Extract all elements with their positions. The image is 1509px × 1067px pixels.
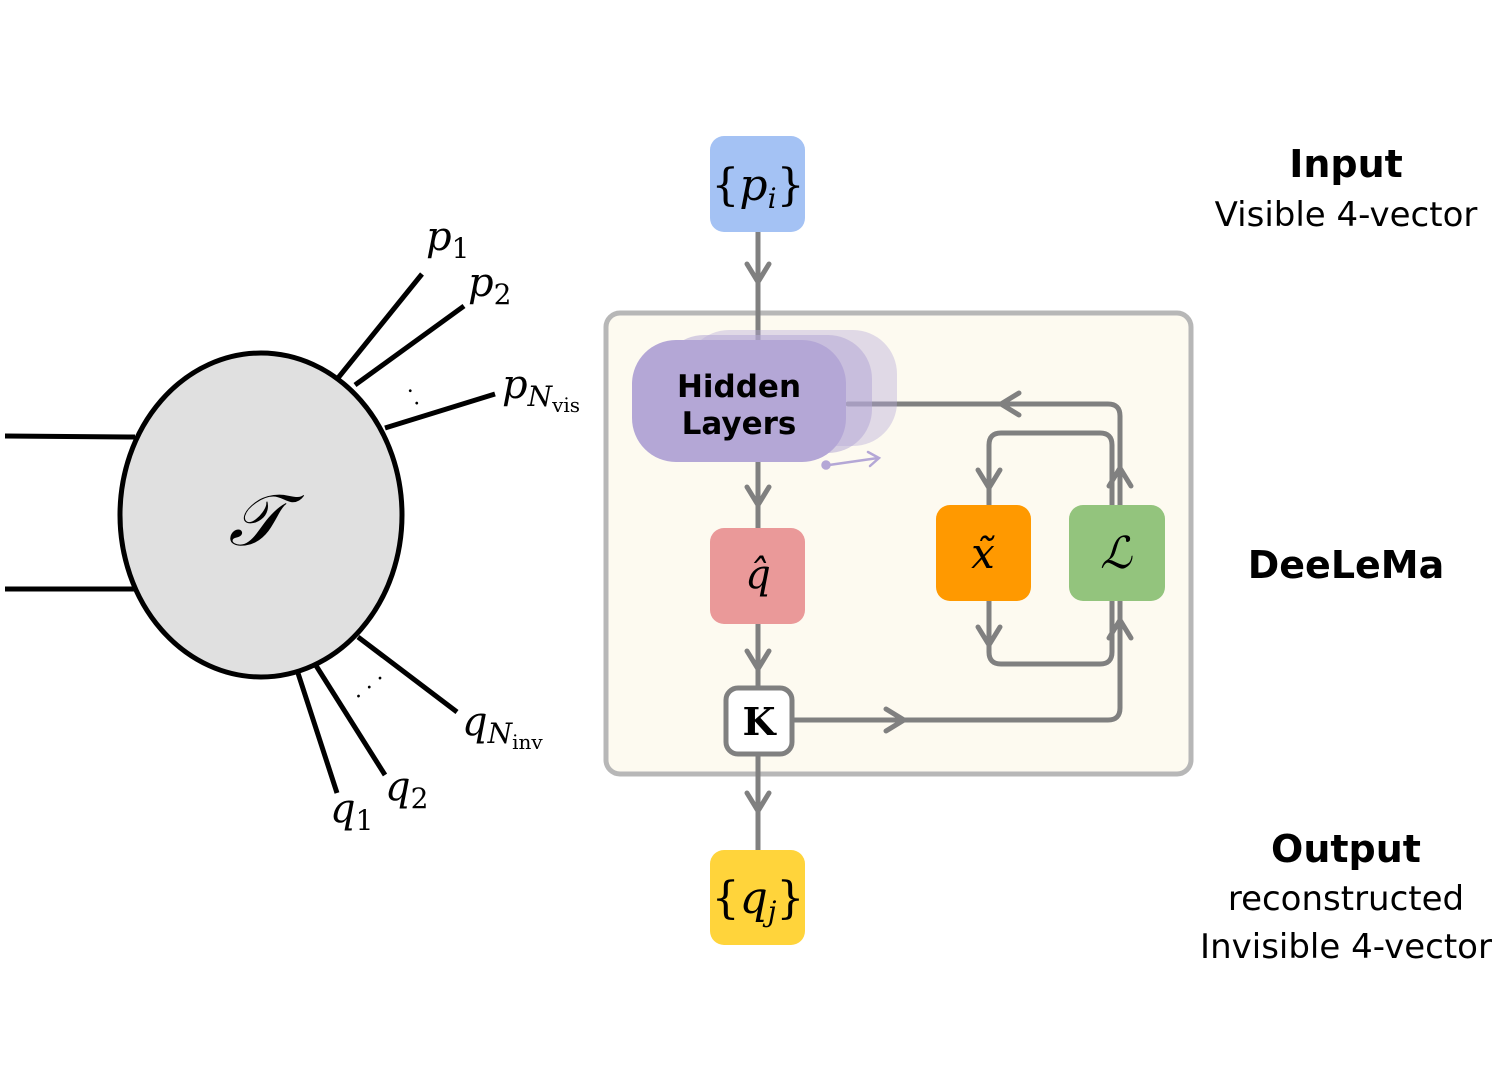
incoming-line-1 [4,433,136,440]
arrowhead-qhat-down [744,648,772,672]
output-subtitle-1: reconstructed [1228,879,1464,919]
process-blob [117,350,405,680]
pN-line [384,391,496,431]
input-subtitle: Visible 4-vector [1215,195,1478,235]
output-title: Output [1271,827,1421,871]
k-node [723,685,795,757]
connector-xtilde-loss-bottom [986,598,1115,667]
process-diagram: 𝒯 · · · · · · p1 p2 pNvis q1 q2 qNinv [4,214,580,837]
qN-label: qNinv [462,699,543,754]
connector-loss-hidden [845,401,1123,508]
arrowhead-to-hidden-left [998,390,1022,418]
p1-label: p1 [426,214,469,265]
output-node-label: {qj} [712,873,805,928]
arrowhead-loss-up-lower [1106,617,1134,641]
loss-node [1069,505,1165,601]
xtilde-node [936,505,1031,601]
hidden-layers-depth-icon [821,450,882,470]
visible-dots: · · · [397,382,435,425]
arrowhead-loss-up-upper [1106,465,1134,489]
arrowhead-xtilde-down-upper [975,467,1003,491]
connector-loss-xtilde-top [986,430,1115,508]
p2-label: p2 [468,260,511,311]
q2-line [312,662,388,777]
p2-line [353,303,466,388]
output-node [710,850,805,945]
k-label: K [742,699,777,744]
loss-label: ℒ [1100,528,1133,579]
hidden-layers-node [632,340,846,462]
model-title: DeeLeMa [1248,543,1445,587]
p1-line [336,272,424,380]
arrowhead-xtilde-down-lower [975,624,1003,648]
q1-line [293,666,340,794]
arrowhead-input-down [744,261,772,285]
network-diagram: {pi} Hidden Layers q̂ x̃ ℒ K {qj} [603,136,1194,945]
q1-label: q1 [330,786,373,837]
input-node-label: {pi} [711,160,804,215]
qhat-label: q̂ [745,552,771,598]
pN-label: pNvis [502,362,580,417]
xtilde-label: x̃ [971,529,995,578]
q2-label: q2 [385,764,428,815]
input-node [710,136,805,232]
qN-line [356,635,459,714]
qhat-node [710,528,805,624]
connector-k-loss [790,597,1123,723]
input-title: Input [1289,142,1403,186]
arrowhead-hidden-down [744,484,772,508]
hidden-layers-label-2: Layers [682,406,797,442]
arrowhead-k-right [883,706,907,734]
invisible-dots: · · · [349,667,392,709]
hidden-layers-label-1: Hidden [677,369,801,405]
arrowhead-k-down [744,790,772,814]
output-subtitle-2: Invisible 4-vector [1200,927,1492,967]
side-labels: Input Visible 4-vector DeeLeMa Output re… [1200,142,1492,967]
